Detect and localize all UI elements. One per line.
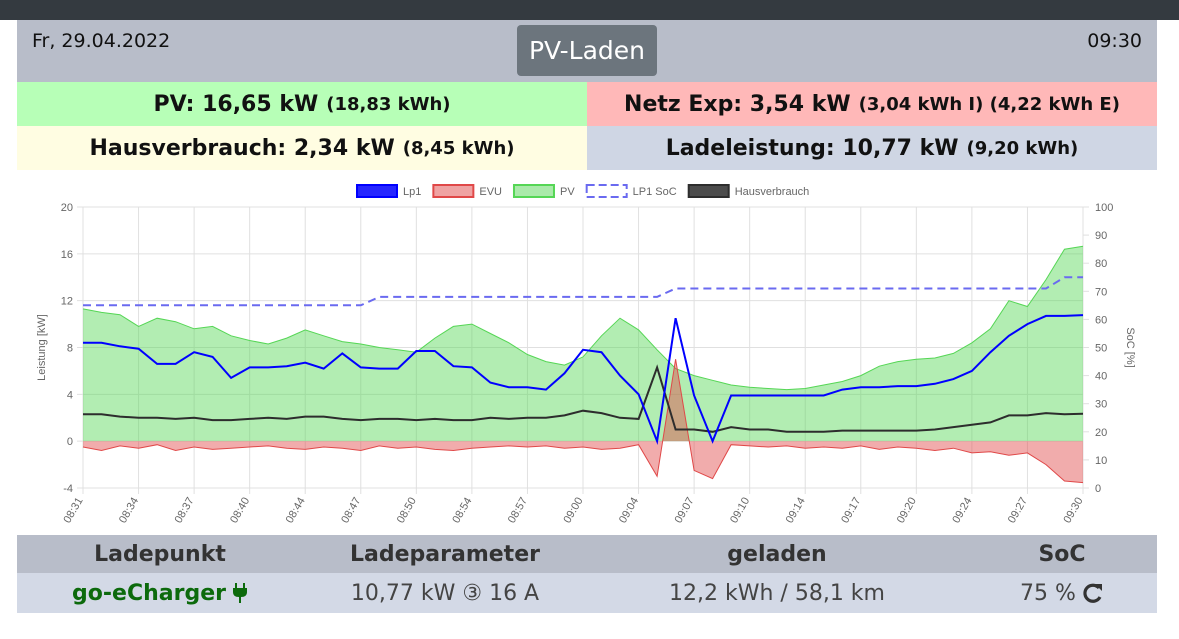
time: 09:30 [1087, 30, 1142, 52]
x-tick-label: 08:34 [117, 496, 141, 526]
y-tick-label: 8 [67, 343, 73, 355]
legend-label: Lp1 [403, 186, 421, 198]
house-tile: Hausverbrauch: 2,34 kW (8,45 kWh) [17, 126, 587, 170]
x-tick-label: 09:00 [561, 496, 585, 526]
legend-swatch [356, 184, 398, 198]
x-tick-label: 09:20 [895, 496, 919, 526]
plug-icon [232, 583, 247, 603]
x-tick-label: 09:10 [728, 496, 752, 526]
soc-cell: 75 % [967, 573, 1157, 613]
x-tick-label: 08:37 [173, 496, 197, 526]
soc-value: 75 % [1020, 580, 1076, 606]
legend-swatch [687, 184, 730, 198]
params-cell: 10,77 kW ③ 16 A [350, 580, 540, 606]
y-tick-label: 16 [61, 249, 73, 261]
pv-power: PV: 16,65 kW [153, 91, 319, 117]
legend-label: Hausverbrauch [735, 186, 810, 198]
y2-tick-label: 60 [1095, 314, 1107, 326]
legend-label: PV [560, 186, 575, 198]
y-tick-label: 12 [61, 296, 73, 308]
x-tick-label: 09:14 [784, 496, 808, 526]
x-tick-label: 08:44 [284, 496, 308, 526]
x-tick-label: 08:40 [228, 496, 252, 526]
charge-table: Ladepunkt Ladeparameter geladen SoC go-e… [17, 535, 1157, 613]
y-tick-label: 20 [61, 202, 73, 214]
y2-tick-label: 100 [1095, 202, 1113, 214]
charge-energy: (9,20 kWh) [966, 137, 1079, 159]
house-power: Hausverbrauch: 2,34 kW [89, 135, 395, 161]
x-tick-label: 09:30 [1061, 496, 1085, 526]
x-tick-label: 09:17 [839, 496, 863, 526]
header-cell: Ladepunkt [94, 541, 226, 567]
series-line [83, 314, 1084, 446]
pv-energy: (18,83 kWh) [326, 93, 451, 115]
header: Fr, 29.04.2022 PV-Laden 09:30 [17, 20, 1157, 82]
grid-tile: Netz Exp: 3,54 kW (3,04 kWh I) (4,22 kWh … [587, 82, 1157, 126]
grid-power: Netz Exp: 3,54 kW [624, 91, 851, 117]
legend-label: LP1 SoC [633, 186, 677, 198]
y2-tick-label: 80 [1095, 258, 1107, 270]
y2-tick-label: 40 [1095, 371, 1107, 383]
legend-swatch [512, 184, 555, 198]
y-axis-title: Leistung [kW] [36, 314, 48, 381]
top-bar [0, 0, 1179, 20]
legend-swatch [585, 184, 628, 198]
y2-axis-title: SoC [%] [1124, 327, 1136, 367]
chart: -4 0 4 8 12 16 20 0 10 20 30 40 50 60 70 80 90 100 08:31 08… [36, 184, 1136, 526]
y2-tick-label: 70 [1095, 286, 1107, 298]
table-header [17, 535, 1157, 573]
x-tick-label: 09:04 [617, 496, 641, 526]
chargepoint-name[interactable]: go-eCharger [72, 580, 226, 606]
y2-tick-label: 10 [1095, 455, 1107, 467]
x-tick-label: 08:47 [339, 496, 363, 526]
series-line [82, 245, 1084, 391]
charge-tile: Ladeleistung: 10,77 kW (9,20 kWh) [587, 126, 1157, 170]
x-tick-label: 08:54 [450, 496, 474, 526]
y-tick-label: 0 [67, 436, 73, 448]
series-line [83, 276, 1083, 307]
table-row [17, 573, 1157, 613]
date: Fr, 29.04.2022 [32, 30, 171, 52]
x-tick-label: 08:31 [61, 496, 85, 526]
y2-tick-label: 20 [1095, 427, 1107, 439]
series-line [82, 359, 1084, 484]
y2-tick-label: 90 [1095, 230, 1107, 242]
charge-power: Ladeleistung: 10,77 kW [665, 135, 959, 161]
y-tick-label: 4 [67, 389, 73, 401]
refresh-icon[interactable] [1082, 582, 1104, 604]
x-tick-label: 09:27 [1006, 496, 1030, 526]
y2-tick-label: 50 [1095, 343, 1107, 355]
header-cell: SoC [1038, 541, 1086, 567]
x-tick-label: 08:50 [395, 496, 419, 526]
header-cell: Ladeparameter [350, 541, 540, 567]
mode-button[interactable]: PV-Laden [517, 25, 657, 76]
legend-swatch [432, 184, 475, 198]
charged-cell: 12,2 kWh / 58,1 km [669, 580, 885, 606]
x-tick-label: 09:24 [950, 496, 974, 526]
y-tick-label: -4 [63, 483, 73, 495]
y2-tick-label: 0 [1095, 483, 1101, 495]
header-cell: geladen [727, 541, 827, 567]
y2-tick-label: 30 [1095, 399, 1107, 411]
house-energy: (8,45 kWh) [402, 137, 515, 159]
chargepoint-cell: go-eCharger [17, 573, 303, 613]
x-tick-label: 09:07 [673, 496, 697, 526]
grid-energy: (3,04 kWh I) (4,22 kWh E) [858, 93, 1120, 115]
series-line [83, 364, 1084, 433]
x-tick-label: 08:57 [506, 496, 530, 526]
pv-tile: PV: 16,65 kW (18,83 kWh) [17, 82, 587, 126]
legend-label: EVU [479, 186, 502, 198]
